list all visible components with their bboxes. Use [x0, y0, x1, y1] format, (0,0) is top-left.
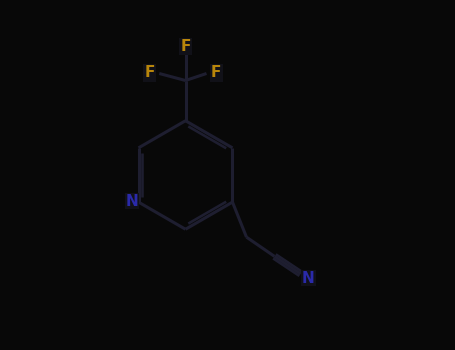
- Text: F: F: [211, 65, 222, 80]
- Text: F: F: [144, 65, 155, 80]
- Text: N: N: [302, 271, 315, 286]
- Text: F: F: [180, 39, 191, 54]
- Text: N: N: [126, 194, 139, 209]
